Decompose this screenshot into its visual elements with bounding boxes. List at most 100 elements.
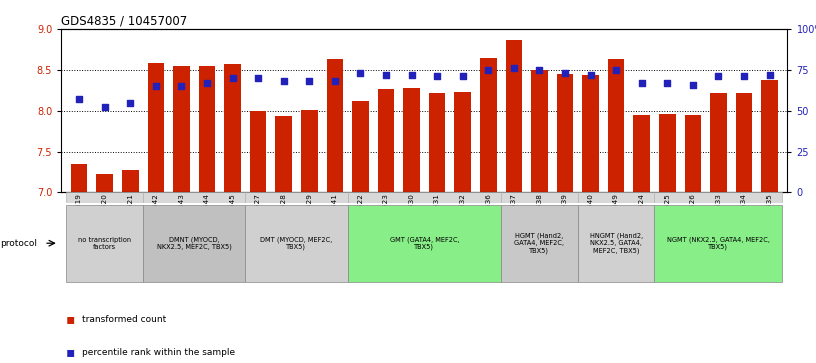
Point (149, 83, 162, 89)
Point (175, 83, 188, 89)
Point (481, 67, 494, 73)
Bar (578, 192, 654, 203)
Bar (710, 93, 727, 192)
Bar (250, 111, 266, 192)
Point (431, 73, 444, 79)
Point (303, 78, 316, 84)
Bar (224, 64, 241, 192)
Text: GSM1100526: GSM1100526 (690, 193, 696, 242)
Text: no transcription
factors: no transcription factors (78, 237, 131, 250)
Bar (403, 88, 420, 192)
Point (405, 72, 418, 78)
Bar (761, 81, 778, 192)
Text: GSM1100519: GSM1100519 (76, 193, 82, 242)
Point (635, 80, 648, 86)
Point (738, 73, 751, 79)
Text: transformed count: transformed count (82, 315, 166, 324)
Bar (198, 66, 215, 192)
Bar (66, 192, 143, 203)
Bar (654, 192, 783, 203)
Point (686, 82, 699, 87)
Text: GSM1100532: GSM1100532 (459, 193, 466, 242)
Bar (685, 115, 701, 192)
Bar (96, 175, 113, 192)
Text: GSM1100535: GSM1100535 (766, 193, 773, 242)
Bar (378, 89, 394, 192)
Text: GSM1100524: GSM1100524 (639, 193, 645, 242)
Point (456, 73, 469, 79)
Bar (275, 117, 292, 192)
Bar (633, 115, 650, 192)
Point (379, 72, 392, 78)
Text: percentile rank within the sample: percentile rank within the sample (82, 348, 235, 356)
Text: GSM1100542: GSM1100542 (153, 193, 159, 242)
Bar (348, 205, 501, 282)
Bar (608, 59, 624, 192)
Point (558, 70, 571, 76)
Bar (501, 205, 578, 282)
Bar (480, 58, 497, 192)
Text: GSM1100521: GSM1100521 (127, 193, 133, 242)
Point (610, 67, 623, 73)
Text: GMT (GATA4, MEF2C,
TBX5): GMT (GATA4, MEF2C, TBX5) (389, 236, 459, 250)
Text: GSM1100527: GSM1100527 (255, 193, 261, 242)
Text: GSM1100523: GSM1100523 (383, 193, 389, 242)
Point (277, 78, 290, 84)
Bar (326, 59, 344, 192)
Point (328, 78, 341, 84)
Point (763, 72, 776, 78)
Bar (122, 170, 139, 192)
Text: GSM1100538: GSM1100538 (536, 193, 543, 242)
Text: GSM1100537: GSM1100537 (511, 193, 517, 242)
Text: GDS4835 / 10457007: GDS4835 / 10457007 (61, 14, 188, 27)
Point (354, 70, 367, 76)
Text: protocol: protocol (0, 239, 37, 248)
Point (251, 75, 264, 81)
Bar (66, 205, 143, 282)
Text: GSM1100536: GSM1100536 (486, 193, 491, 242)
Point (712, 73, 725, 79)
Text: GSM1100528: GSM1100528 (281, 193, 286, 242)
Point (661, 80, 674, 86)
Text: ▪: ▪ (65, 313, 74, 326)
Bar (501, 192, 578, 203)
Point (533, 67, 546, 73)
Point (584, 72, 597, 78)
Text: DMNT (MYOCD,
NKX2.5, MEF2C, TBX5): DMNT (MYOCD, NKX2.5, MEF2C, TBX5) (157, 236, 232, 250)
Bar (148, 63, 164, 192)
Text: GSM1100534: GSM1100534 (741, 193, 747, 242)
Text: HGMT (Hand2,
GATA4, MEF2C,
TBX5): HGMT (Hand2, GATA4, MEF2C, TBX5) (514, 233, 565, 254)
Text: GSM1100543: GSM1100543 (179, 193, 184, 242)
Bar (531, 70, 548, 192)
Point (508, 65, 521, 71)
Text: GSM1100531: GSM1100531 (434, 193, 440, 242)
Text: GSM1100529: GSM1100529 (306, 193, 313, 242)
Bar (557, 74, 574, 192)
Point (124, 99, 137, 105)
Text: GSM1100533: GSM1100533 (716, 193, 721, 242)
Text: GSM1100541: GSM1100541 (332, 193, 338, 242)
Bar (246, 205, 348, 282)
Point (201, 80, 214, 86)
Bar (505, 40, 522, 192)
Text: GSM1100522: GSM1100522 (357, 193, 363, 242)
Text: GSM1100530: GSM1100530 (409, 193, 415, 242)
Text: NGMT (NKX2.5, GATA4, MEF2C,
TBX5): NGMT (NKX2.5, GATA4, MEF2C, TBX5) (667, 236, 769, 250)
Bar (348, 192, 501, 203)
Text: ▪: ▪ (65, 345, 74, 359)
Text: GSM1100525: GSM1100525 (664, 193, 670, 242)
Bar (143, 192, 246, 203)
Bar (246, 192, 348, 203)
Point (73, 96, 86, 102)
Text: GSM1102649: GSM1102649 (613, 193, 619, 242)
Text: GSM1100544: GSM1100544 (204, 193, 210, 242)
Point (226, 75, 239, 81)
Bar (143, 205, 246, 282)
Text: HNGMT (Hand2,
NKX2.5, GATA4,
MEF2C, TBX5): HNGMT (Hand2, NKX2.5, GATA4, MEF2C, TBX5… (589, 233, 643, 254)
Text: GSM1100520: GSM1100520 (102, 193, 108, 242)
Bar (428, 93, 446, 192)
Bar (583, 75, 599, 192)
Bar (659, 114, 676, 192)
Bar (736, 93, 752, 192)
Bar (301, 110, 317, 192)
